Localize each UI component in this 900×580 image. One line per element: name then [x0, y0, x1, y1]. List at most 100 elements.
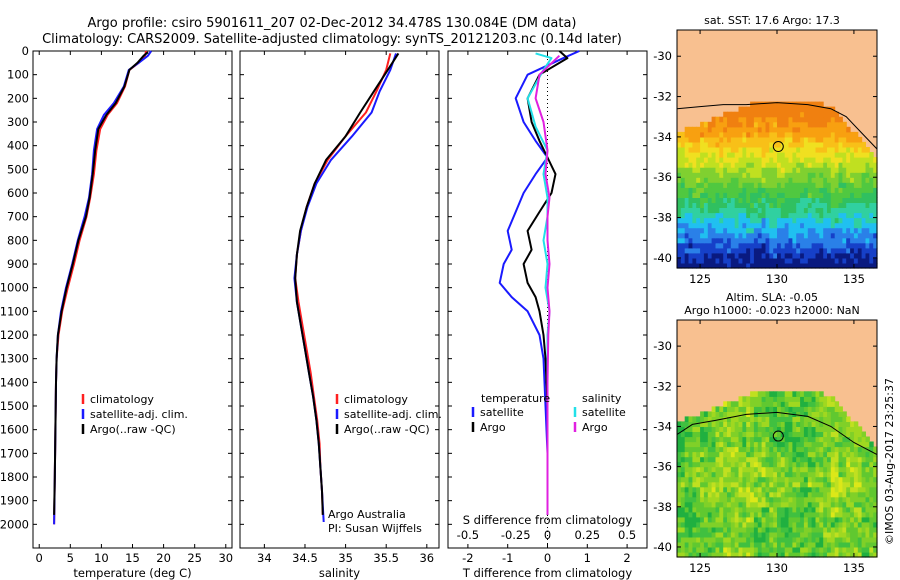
map-cell [803, 411, 809, 417]
map-cell [773, 172, 778, 178]
map-cell [780, 491, 786, 498]
map-cell [746, 396, 751, 402]
map-cell [873, 451, 878, 458]
map-cell [742, 182, 747, 188]
map-cell [730, 456, 736, 463]
map-cell [692, 426, 697, 432]
map-cell [738, 481, 743, 488]
map-cell [811, 227, 816, 234]
map-cell [753, 526, 759, 533]
map-cell [773, 202, 778, 208]
map-cell [742, 496, 747, 503]
map-cell [688, 192, 693, 198]
map-cell [730, 207, 736, 214]
map-cell [757, 232, 763, 239]
map-cell [707, 476, 713, 483]
map-cell [857, 541, 863, 548]
map-cell [757, 162, 763, 168]
map-cell [750, 247, 755, 254]
map-cell [765, 167, 770, 173]
map-cell [873, 247, 878, 254]
map-cell [800, 391, 805, 397]
map-cell [780, 511, 786, 518]
map-cell [807, 207, 813, 214]
map-cell [684, 446, 690, 453]
map-cell [723, 476, 728, 483]
map-cell [684, 182, 690, 188]
map-cell [834, 217, 840, 224]
map-cell [750, 486, 755, 493]
map-cell [838, 207, 843, 214]
map-cell [777, 506, 782, 513]
map-cell [680, 461, 686, 468]
map-cell [777, 227, 782, 234]
map-cell [792, 131, 797, 138]
map-cell [865, 461, 870, 468]
map-cell [800, 187, 805, 193]
map-cell [792, 471, 797, 478]
map-cell [746, 116, 751, 123]
map-cell [823, 232, 828, 239]
map-cell [684, 147, 690, 153]
map-cell [780, 531, 786, 538]
map-x-tick-label: 130 [766, 561, 788, 575]
map-cell [807, 101, 813, 108]
map-cell [850, 516, 855, 523]
map-cell [827, 237, 832, 244]
map-cell [750, 141, 755, 148]
map-cell [688, 446, 693, 453]
map-cell [807, 501, 813, 508]
map-cell [811, 192, 816, 198]
map-cell [753, 521, 759, 528]
map-cell [750, 526, 755, 533]
map-cell [757, 192, 763, 198]
map-cell [703, 187, 709, 193]
map-cell [857, 197, 863, 203]
map-cell [711, 446, 716, 453]
map-cell [850, 481, 855, 488]
map-cell [838, 147, 843, 153]
map-cell [773, 421, 778, 427]
map-cell [750, 157, 755, 163]
map-cell [757, 516, 763, 523]
map-cell [788, 217, 793, 224]
map-cell [815, 431, 820, 438]
map-cell [711, 177, 716, 183]
map-cell [711, 501, 716, 508]
map-cell [761, 116, 766, 123]
map-cell [784, 531, 790, 538]
map-cell [873, 552, 878, 558]
map-cell [742, 396, 747, 402]
map-cell [773, 106, 778, 113]
map-cell [707, 456, 713, 463]
map-cell [761, 177, 766, 183]
map-cell [746, 547, 751, 553]
map-cell [696, 192, 701, 198]
map-cell [746, 552, 751, 558]
map-cell [853, 141, 859, 148]
map-cell [765, 396, 770, 402]
map-cell [796, 197, 801, 203]
map-cell [784, 207, 790, 214]
map-cell [738, 441, 743, 448]
map-cell [753, 207, 759, 214]
map-cell [792, 257, 797, 264]
map-cell [742, 552, 747, 558]
map-cell [846, 207, 851, 214]
map-cell [853, 516, 859, 523]
map-cell [723, 456, 728, 463]
map-cell [780, 526, 786, 533]
map-cell [746, 167, 751, 173]
map-cell [815, 263, 820, 269]
map-cell [792, 491, 797, 498]
map-cell [680, 486, 686, 493]
map-cell [865, 227, 870, 234]
map-cell [857, 192, 863, 198]
map-cell [807, 416, 813, 422]
map-cell [842, 526, 847, 533]
map-cell [792, 172, 797, 178]
map-cell [730, 202, 736, 208]
map-cell [773, 116, 778, 123]
map-cell [800, 157, 805, 163]
map-cell [684, 257, 690, 264]
